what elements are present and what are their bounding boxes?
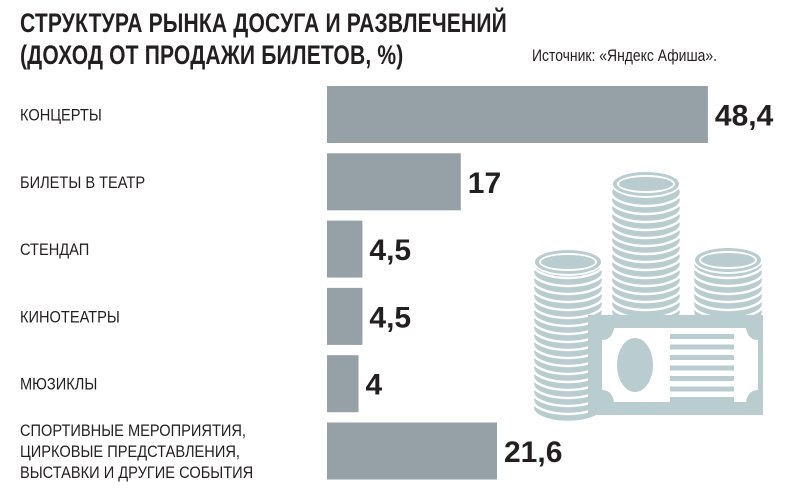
bar [327,355,359,413]
value-label: 17 [468,167,501,200]
category-label: КОНЦЕРТЫ [20,107,102,125]
category-label: СТЕНДАП [20,241,89,259]
bar [327,86,708,143]
banknote-icon [588,315,763,415]
category-label: СПОРТИВНЫЕ МЕРОПРИЯТИЯ, [20,422,246,440]
value-label: 4 [365,369,382,402]
coins-and-banknote-icon [531,170,765,424]
category-label: КИНОТЕАТРЫ [20,308,120,326]
category-label: МЮЗИКЛЫ [20,376,97,394]
bar [327,287,363,345]
coin-stack-middle [609,170,683,336]
bar [327,422,497,480]
coin-stack-left [531,248,605,424]
value-label: 21,6 [504,436,562,469]
category-label: ЦИРКОВЫЕ ПРЕДСТАВЛЕНИЯ, [20,443,240,461]
value-label: 4,5 [369,234,411,267]
chart-title-line-2: (ДОХОД ОТ ПРОДАЖИ БИЛЕТОВ, %) [20,40,404,70]
bar [327,153,461,211]
bar [327,220,363,278]
chart-title-line-1: СТРУКТУРА РЫНКА ДОСУГА И РАЗВЛЕЧЕНИЙ [20,8,507,38]
category-label: БИЛЕТЫ В ТЕАТР [20,174,145,192]
value-label: 48,4 [715,100,774,133]
category-label: ВЫСТАВКИ И ДРУГИЕ СОБЫТИЯ [20,464,253,482]
source-note: Источник: «Яндекс Афиша». [532,46,718,65]
value-label: 4,5 [369,301,411,334]
